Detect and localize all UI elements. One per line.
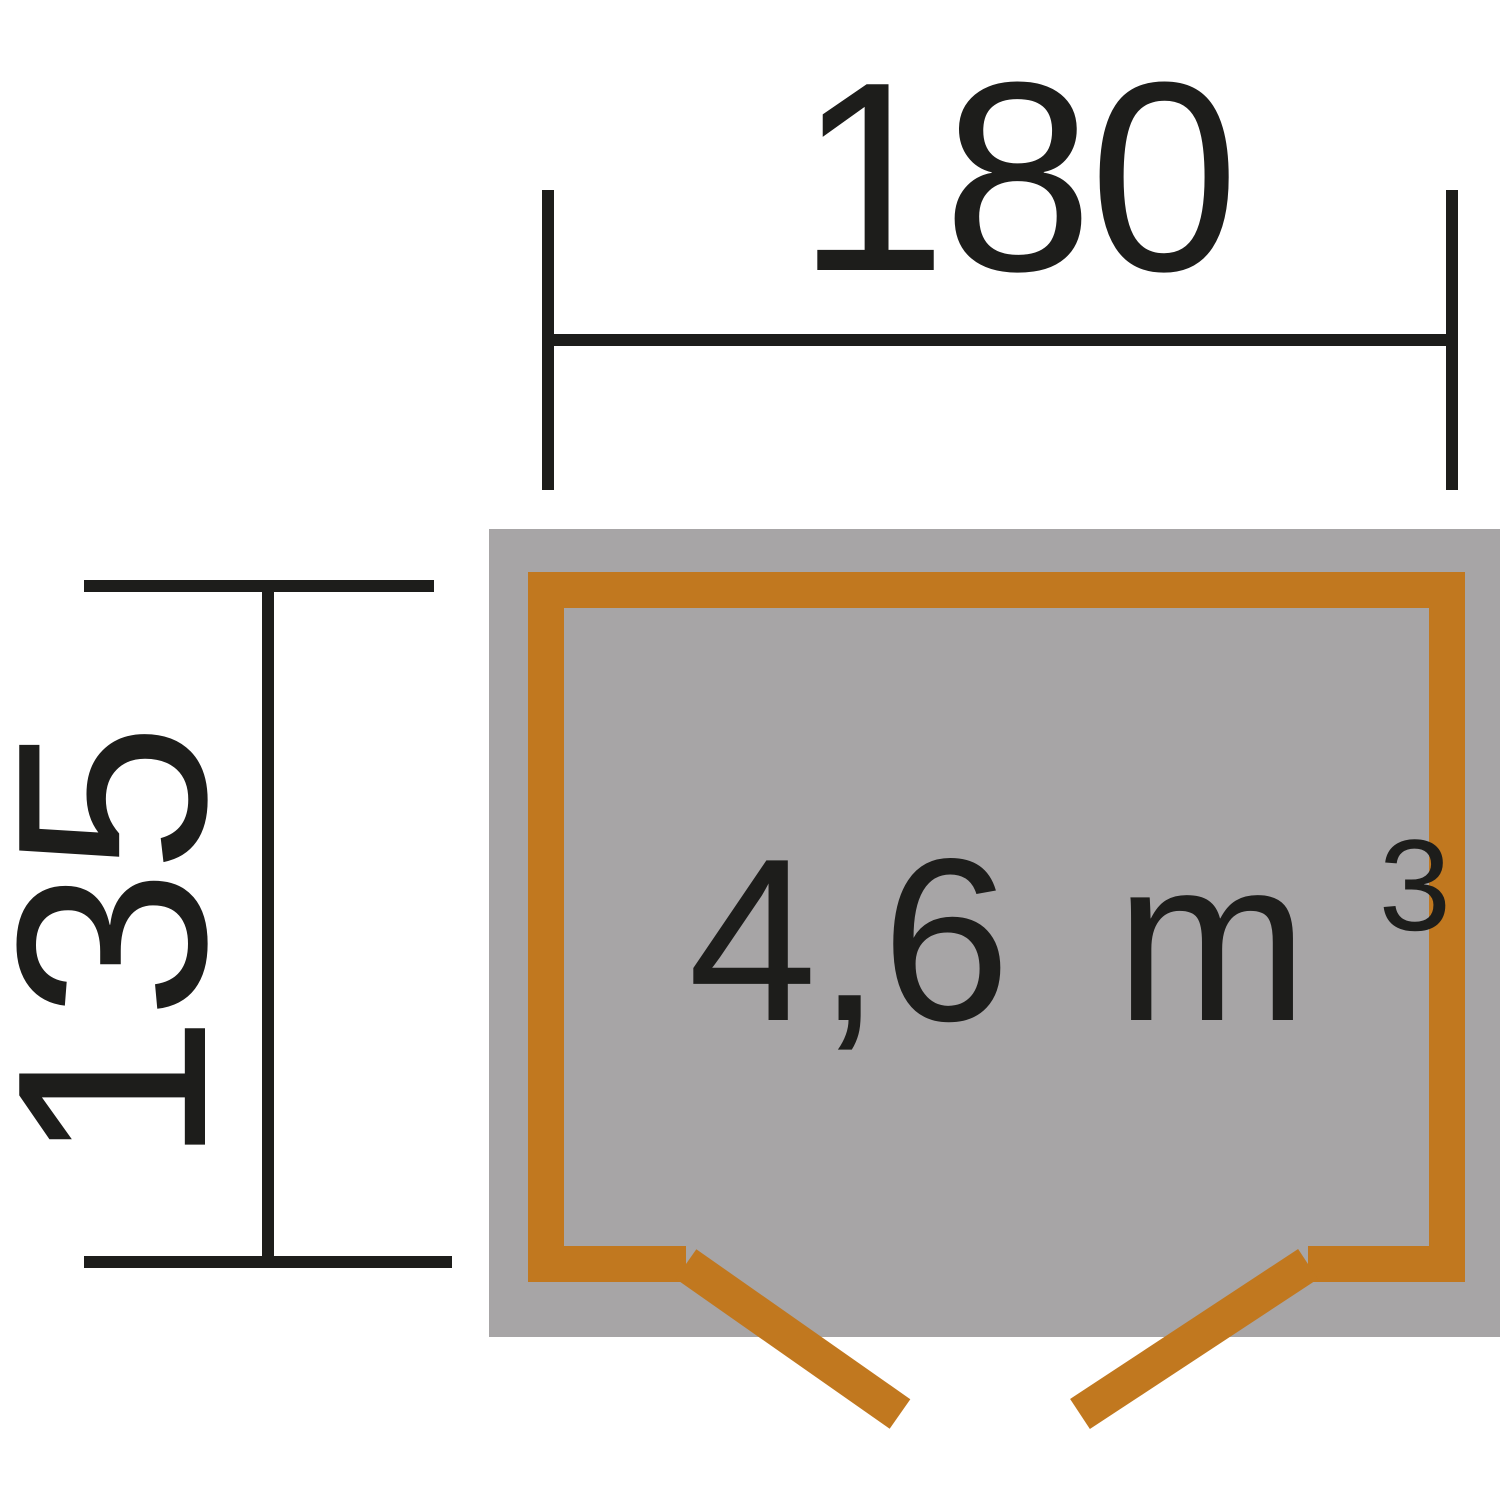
shed-walls <box>528 572 1465 1282</box>
volume-unit: m <box>1115 811 1308 1070</box>
width-dimension <box>542 190 1458 490</box>
depth-label: 135 <box>0 727 263 1165</box>
door-left-leaf <box>675 1249 911 1429</box>
width-label: 180 <box>797 27 1235 328</box>
door-right-leaf <box>1070 1248 1318 1430</box>
depth-dimension <box>84 580 452 1268</box>
volume-label: 4,6 m 3 <box>688 811 1451 1070</box>
volume-exponent: 3 <box>1379 812 1451 958</box>
volume-value: 4,6 <box>688 811 1011 1070</box>
shed-floor-area <box>489 529 1500 1337</box>
